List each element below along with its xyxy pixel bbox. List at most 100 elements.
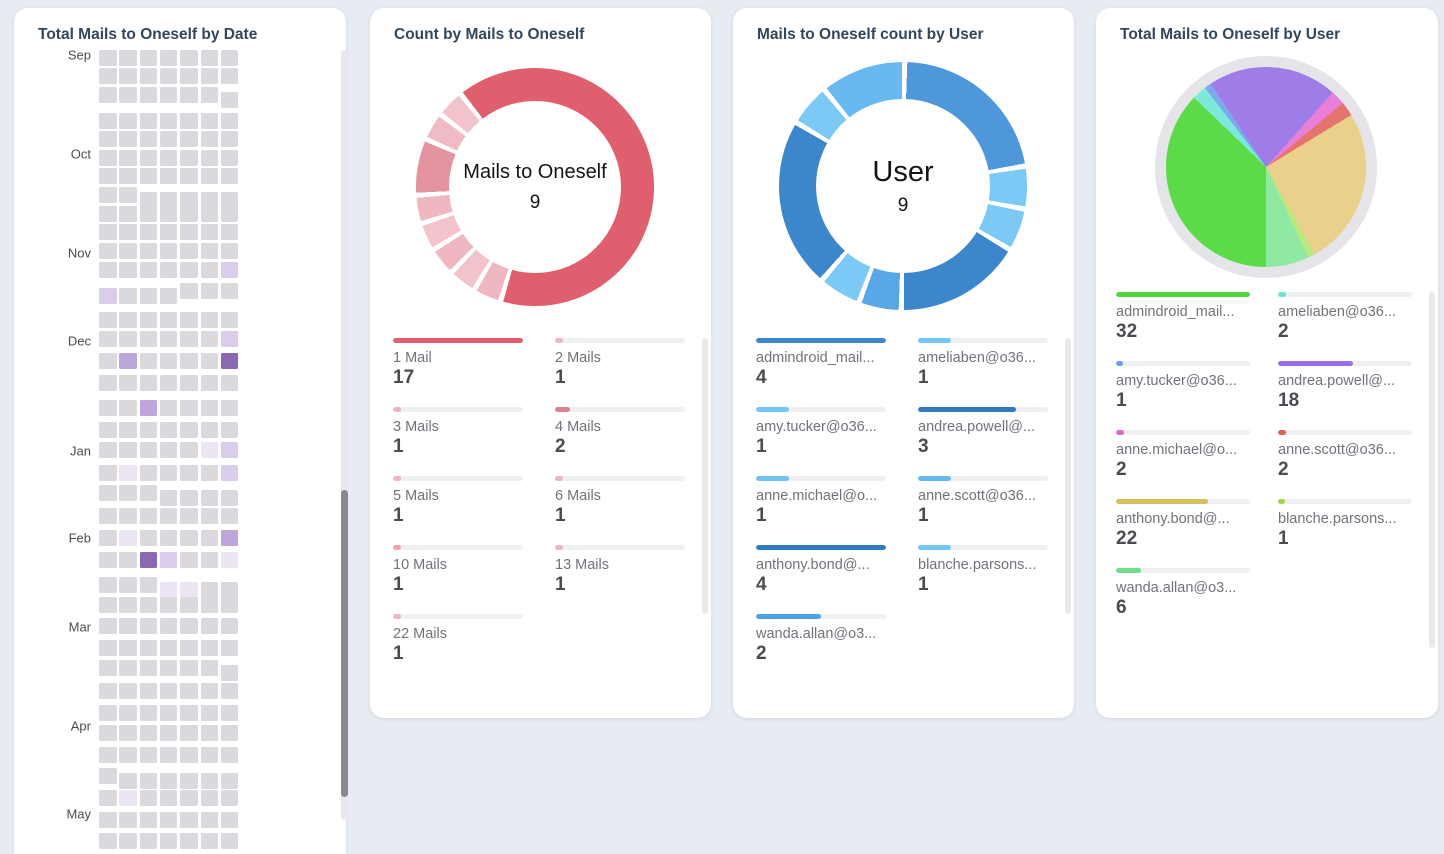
heatmap-cell[interactable]	[180, 206, 198, 222]
heatmap-cell[interactable]	[119, 206, 137, 222]
heatmap-cell[interactable]	[99, 812, 117, 828]
heatmap-cell[interactable]	[220, 375, 239, 391]
scrollbar-track[interactable]	[1429, 292, 1435, 648]
scrollbar-track[interactable]	[1065, 338, 1071, 614]
heatmap-cell[interactable]	[139, 422, 158, 438]
legend-item[interactable]: 22 Mails 1	[393, 614, 555, 669]
heatmap-cell[interactable]	[200, 422, 218, 438]
heatmap-cell[interactable]	[159, 508, 178, 524]
heatmap-cell[interactable]	[220, 508, 239, 524]
heatmap-cell[interactable]	[139, 243, 158, 259]
heatmap-cell[interactable]	[220, 224, 239, 240]
heatmap-cell[interactable]	[220, 400, 239, 416]
legend-item[interactable]: 1 Mail 17	[393, 338, 555, 393]
heatmap-cell[interactable]	[99, 640, 117, 656]
heatmap-cell[interactable]	[180, 224, 198, 240]
heatmap-cell[interactable]	[200, 283, 218, 299]
heatmap-cell[interactable]	[200, 375, 218, 391]
heatmap-cell[interactable]	[200, 68, 218, 84]
legend-item[interactable]: 3 Mails 1	[393, 407, 555, 462]
heatmap-cell[interactable]	[159, 725, 178, 741]
heatmap-cell[interactable]	[119, 353, 137, 369]
heatmap-cell[interactable]	[119, 224, 137, 240]
heatmap-cell[interactable]	[200, 113, 218, 129]
heatmap-cell[interactable]	[99, 725, 117, 741]
heatmap-cell[interactable]	[119, 747, 137, 763]
heatmap-cell[interactable]	[139, 577, 158, 593]
heatmap-cell[interactable]	[220, 790, 239, 806]
heatmap-cell[interactable]	[180, 530, 198, 546]
heatmap-cell[interactable]	[119, 660, 137, 676]
heatmap-cell[interactable]	[159, 747, 178, 763]
heatmap-cell[interactable]	[200, 812, 218, 828]
heatmap-cell[interactable]	[119, 50, 137, 66]
heatmap-cell[interactable]	[200, 262, 218, 278]
scrollbar-thumb[interactable]	[341, 490, 348, 797]
heatmap-cell[interactable]	[139, 705, 158, 721]
legend-item[interactable]: ameliaben@o36... 1	[918, 338, 1080, 393]
scrollbar-track[interactable]	[702, 338, 708, 614]
heatmap-cell[interactable]	[99, 87, 117, 103]
heatmap-cell[interactable]	[99, 68, 117, 84]
heatmap-cell[interactable]	[220, 597, 239, 613]
legend-item[interactable]: admindroid_mail... 4	[756, 338, 918, 393]
heatmap-cell[interactable]	[159, 192, 178, 208]
legend-item[interactable]: andrea.powell@... 18	[1278, 361, 1440, 416]
heatmap-cell[interactable]	[159, 224, 178, 240]
heatmap-cell[interactable]	[139, 465, 158, 481]
legend-item[interactable]: 10 Mails 1	[393, 545, 555, 600]
heatmap-cell[interactable]	[139, 113, 158, 129]
heatmap-cell[interactable]	[99, 508, 117, 524]
heatmap-cell[interactable]	[200, 582, 218, 598]
heatmap-cell[interactable]	[159, 490, 178, 506]
heatmap-cell[interactable]	[159, 131, 178, 147]
legend-item[interactable]: 6 Mails 1	[555, 476, 717, 531]
heatmap-cell[interactable]	[200, 597, 218, 613]
legend-item[interactable]: amy.tucker@o36... 1	[756, 407, 918, 462]
heatmap-cell[interactable]	[220, 168, 239, 184]
heatmap-cell[interactable]	[139, 50, 158, 66]
heatmap-cell[interactable]	[180, 422, 198, 438]
heatmap-cell[interactable]	[119, 131, 137, 147]
heatmap-cell[interactable]	[200, 773, 218, 789]
heatmap-cell[interactable]	[139, 168, 158, 184]
heatmap-cell[interactable]	[119, 552, 137, 568]
heatmap-cell[interactable]	[119, 485, 137, 501]
heatmap-cell[interactable]	[200, 465, 218, 481]
legend-item[interactable]: anthony.bond@... 22	[1116, 499, 1278, 554]
heatmap-cell[interactable]	[99, 530, 117, 546]
heatmap-cell[interactable]	[200, 530, 218, 546]
heatmap-cell[interactable]	[119, 618, 137, 634]
heatmap-cell[interactable]	[139, 508, 158, 524]
heatmap-cell[interactable]	[99, 747, 117, 763]
heatmap-cell[interactable]	[159, 597, 178, 613]
heatmap-cell[interactable]	[119, 725, 137, 741]
heatmap-cell[interactable]	[200, 353, 218, 369]
heatmap-cell[interactable]	[99, 618, 117, 634]
heatmap-cell[interactable]	[220, 618, 239, 634]
heatmap-cell[interactable]	[139, 833, 158, 849]
heatmap-cell[interactable]	[99, 224, 117, 240]
legend-item[interactable]: anne.scott@o36... 1	[918, 476, 1080, 531]
heatmap-cell[interactable]	[119, 422, 137, 438]
heatmap-cell[interactable]	[119, 331, 137, 347]
heatmap-cell[interactable]	[180, 552, 198, 568]
heatmap-cell[interactable]	[159, 312, 178, 328]
heatmap-cell[interactable]	[119, 150, 137, 166]
heatmap-cell[interactable]	[139, 530, 158, 546]
heatmap-cell[interactable]	[139, 68, 158, 84]
heatmap-cell[interactable]	[139, 131, 158, 147]
heatmap-cell[interactable]	[99, 577, 117, 593]
heatmap-cell[interactable]	[220, 582, 239, 598]
heatmap-cell[interactable]	[159, 790, 178, 806]
heatmap-cell[interactable]	[159, 660, 178, 676]
heatmap-cell[interactable]	[180, 113, 198, 129]
heatmap-cell[interactable]	[159, 331, 178, 347]
heatmap-cell[interactable]	[159, 87, 178, 103]
heatmap-cell[interactable]	[99, 597, 117, 613]
heatmap-cell[interactable]	[200, 206, 218, 222]
heatmap-cell[interactable]	[159, 705, 178, 721]
heatmap-cell[interactable]	[139, 552, 158, 568]
legend-item[interactable]: amy.tucker@o36... 1	[1116, 361, 1278, 416]
heatmap-cell[interactable]	[139, 192, 158, 208]
